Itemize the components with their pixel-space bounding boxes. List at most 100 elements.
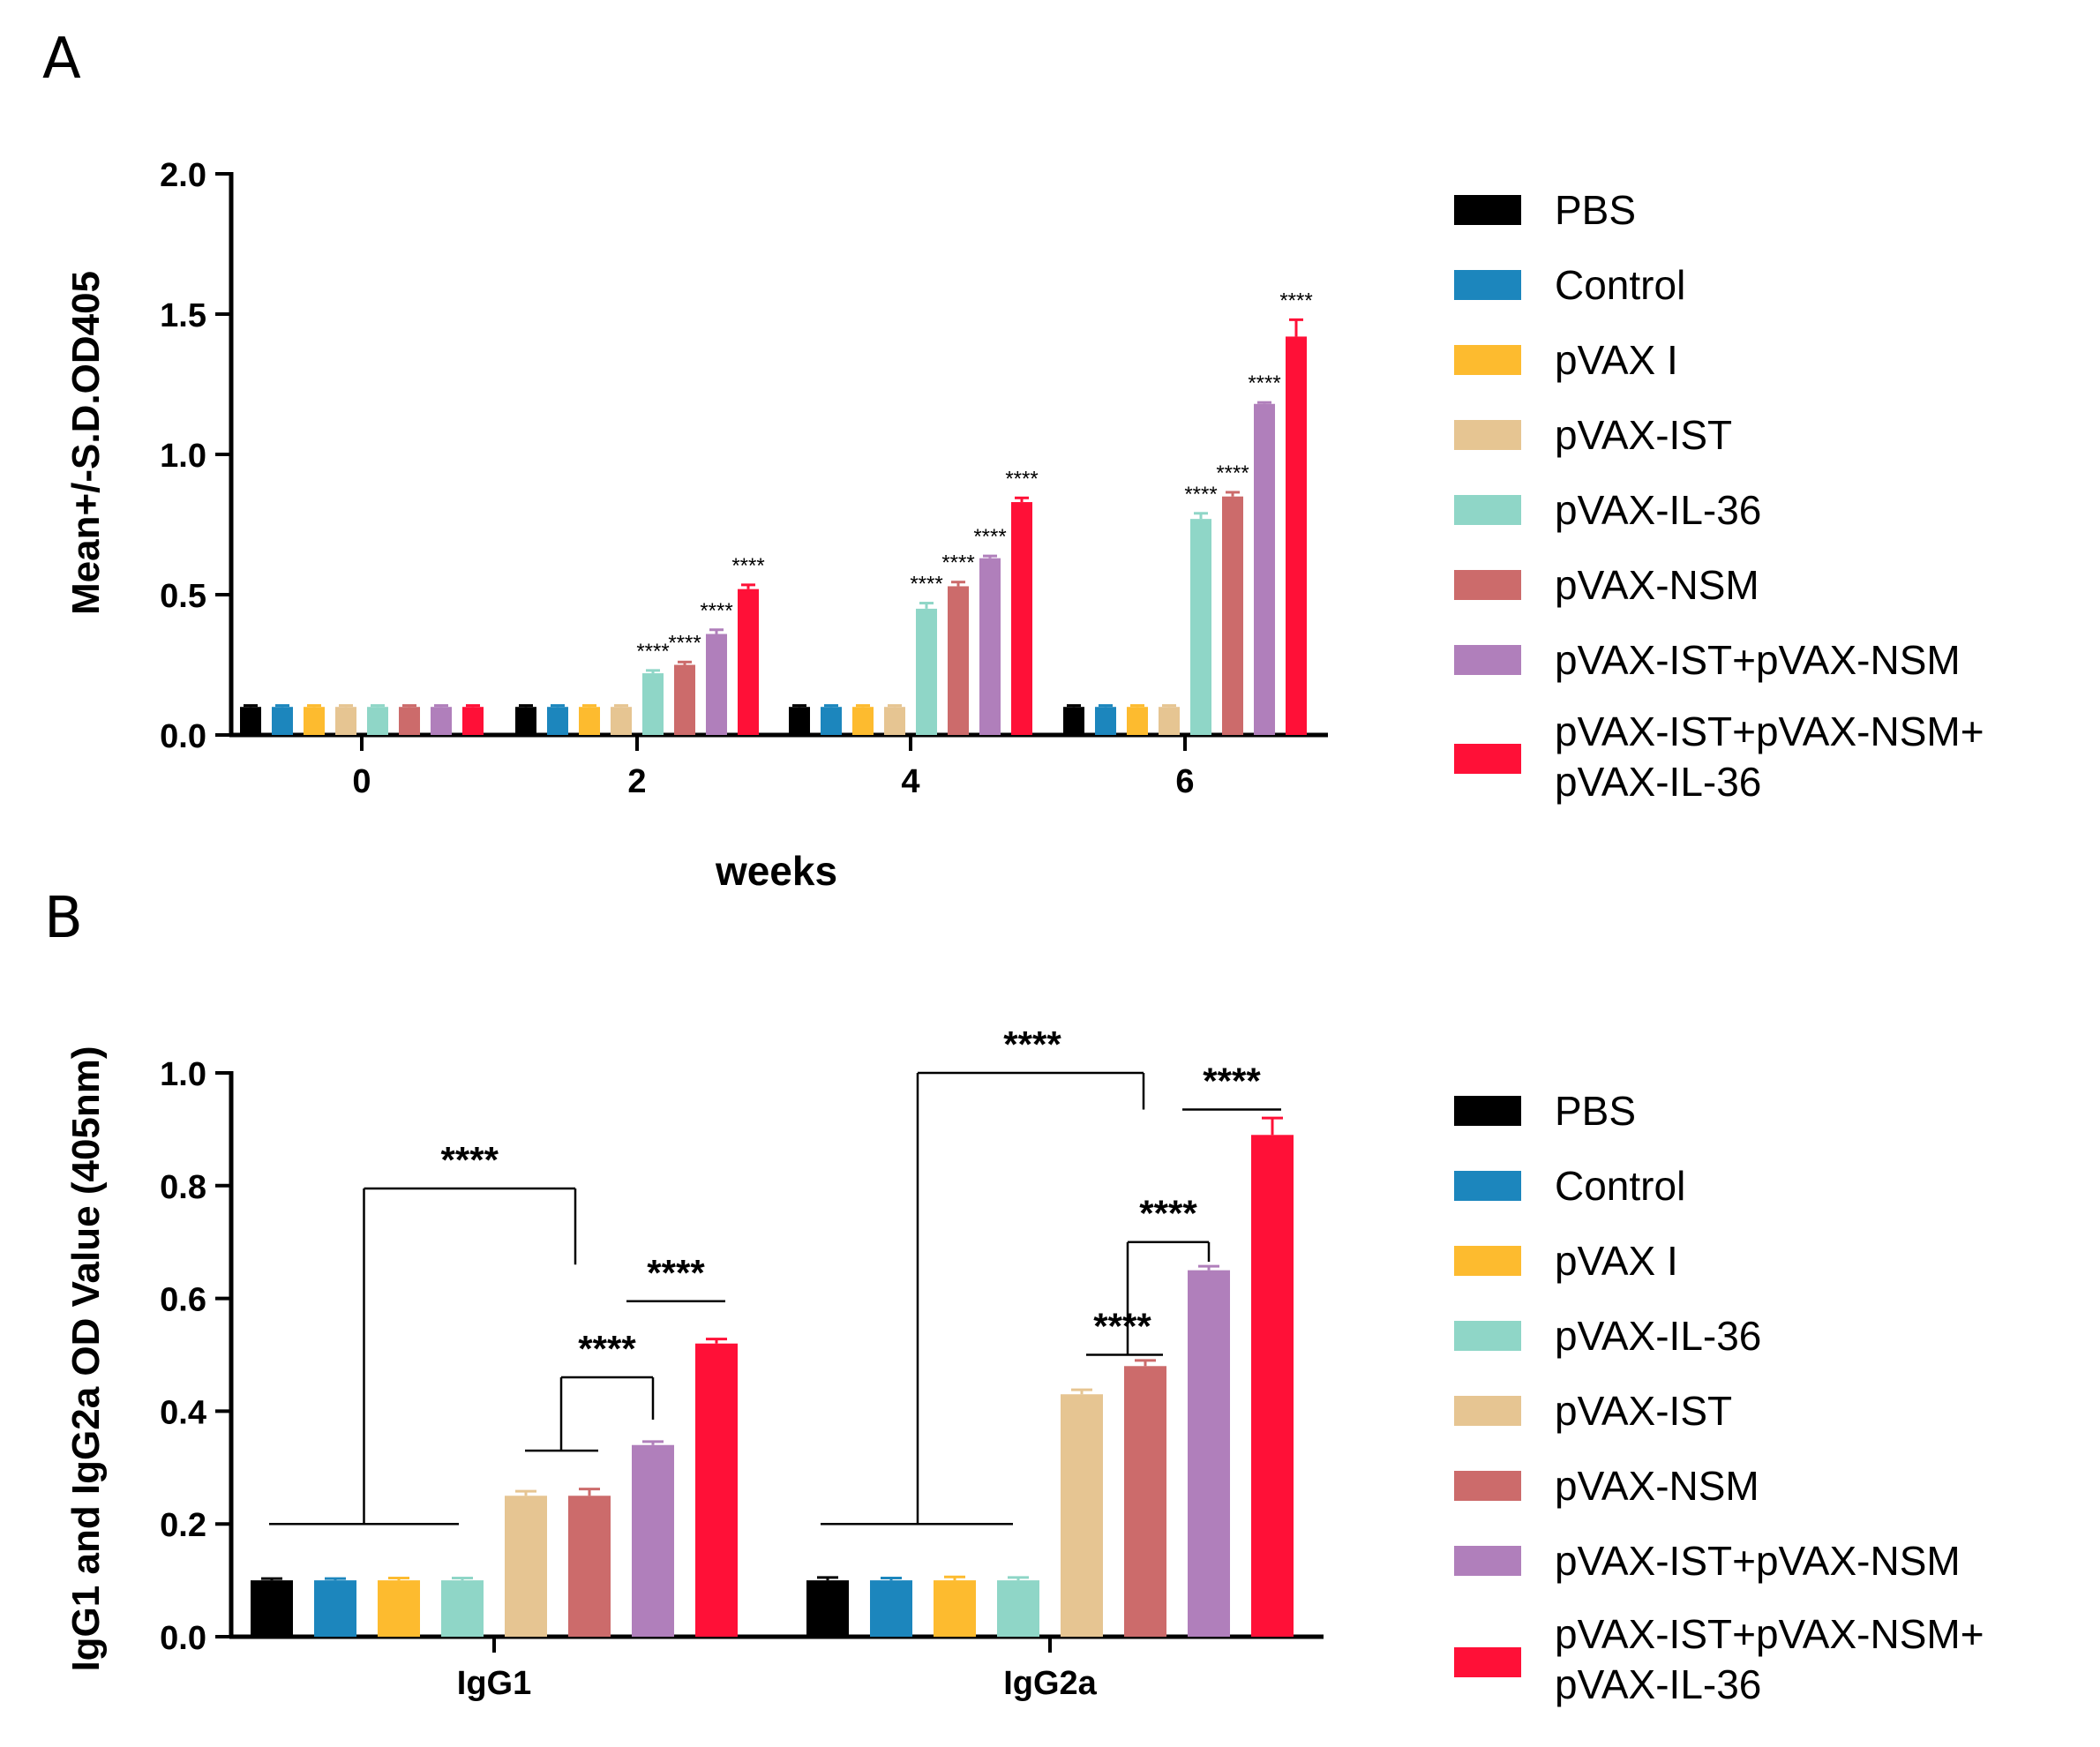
panel-a-x-tick-label: 4 xyxy=(901,763,919,800)
panel-b-y-tick-label: 0.2 xyxy=(160,1507,206,1544)
panel-a-bar xyxy=(1286,336,1307,735)
panel-a-significance-label: **** xyxy=(636,640,669,664)
panel-a: A Mean+/-S.D.OD405 weeks 0.0 0.5 1.0 1.5 2.0… xyxy=(42,26,1984,894)
panel-b-bar xyxy=(997,1580,1039,1637)
panel-a-bar xyxy=(1095,707,1116,735)
panel-b-legend-swatch xyxy=(1454,1546,1521,1576)
panel-b-bar xyxy=(314,1580,356,1637)
panel-a-legend-swatch xyxy=(1454,570,1521,600)
panel-b-bar xyxy=(441,1580,484,1637)
panel-b-significance-label: **** xyxy=(647,1252,705,1293)
panel-a-x-tick-label: 0 xyxy=(352,763,371,800)
panel-b-bar xyxy=(1251,1135,1294,1637)
panel-a-bar xyxy=(272,707,293,735)
panel-a-significance-label: **** xyxy=(1216,461,1249,485)
panel-a-legend-swatch xyxy=(1454,270,1521,300)
panel-b-letter: B xyxy=(44,886,83,951)
panel-a-bar xyxy=(1190,519,1211,735)
panel-a-significance-label: **** xyxy=(1279,289,1312,312)
panel-a-bar xyxy=(821,707,842,735)
panel-b-significance-label: **** xyxy=(1139,1193,1197,1234)
panel-b-legend-label: pVAX-IL-36 xyxy=(1555,1313,1761,1359)
panel-b-legend-label: pVAX I xyxy=(1555,1238,1678,1284)
panel-b-bar xyxy=(806,1580,849,1637)
panel-a-bar xyxy=(611,707,632,735)
panel-b-bar xyxy=(251,1580,293,1637)
panel-a-bar xyxy=(738,589,759,735)
panel-a-bar xyxy=(1159,707,1180,735)
panel-a-bar xyxy=(515,707,536,735)
panel-b-significance-label: **** xyxy=(1203,1061,1261,1102)
panel-a-bar xyxy=(1063,707,1084,735)
panel-b-legend-label: Control xyxy=(1555,1163,1685,1209)
panel-a-y-tick-label: 2.0 xyxy=(160,157,206,194)
panel-a-legend-label: pVAX-NSM xyxy=(1555,562,1759,608)
panel-a-significance-label: **** xyxy=(1184,483,1217,506)
panel-a-bar xyxy=(335,707,356,735)
panel-a-bar xyxy=(1222,496,1243,735)
panel-a-bar xyxy=(884,707,905,735)
panel-b-legend-label: pVAX-NSM xyxy=(1555,1463,1759,1509)
panel-b-legend-swatch xyxy=(1454,1096,1521,1126)
panel-b-y-tick-label: 0.6 xyxy=(160,1282,206,1319)
panel-a-y-tick-label: 1.5 xyxy=(160,297,206,334)
panel-a-significance-label: **** xyxy=(1248,371,1280,395)
panel-a-legend-swatch xyxy=(1454,495,1521,525)
panel-a-significance-label: **** xyxy=(973,525,1006,549)
panel-a-bar xyxy=(399,707,420,735)
panel-a-bar xyxy=(642,673,664,735)
panel-b-bar xyxy=(568,1496,611,1637)
panel-a-x-tick-label: 2 xyxy=(627,763,646,800)
panel-a-bar xyxy=(916,608,937,735)
panel-b-legend-label: pVAX-IL-36 xyxy=(1555,1661,1761,1707)
panel-a-legend-label: pVAX I xyxy=(1555,337,1678,383)
panel-b-y-tick-label: 0.8 xyxy=(160,1169,206,1206)
panel-a-bar xyxy=(579,707,600,735)
panel-a-legend-swatch xyxy=(1454,420,1521,450)
panel-a-y-tick-label: 0.0 xyxy=(160,718,206,755)
panel-a-y-tick-label: 1.0 xyxy=(160,438,206,475)
panel-a-significance-label: **** xyxy=(941,551,974,575)
panel-b-bar xyxy=(632,1444,674,1637)
panel-b-y-axis-title: IgG1 and IgG2a OD Value (405nm) xyxy=(64,1046,108,1671)
panel-a-bar xyxy=(431,707,452,735)
panel-b: B IgG1 and IgG2a OD Value (405nm) 0.0 0.2… xyxy=(44,886,1984,1707)
panel-a-significance-label: **** xyxy=(668,631,701,655)
panel-a-bar xyxy=(852,707,874,735)
panel-a-legend-swatch xyxy=(1454,195,1521,225)
panel-b-legend-swatch xyxy=(1454,1246,1521,1276)
panel-a-bar xyxy=(1254,403,1275,735)
panel-a-bar xyxy=(948,586,969,735)
panel-a-significance-label: **** xyxy=(700,599,732,623)
panel-b-significance-label: **** xyxy=(578,1328,636,1369)
panel-a-y-axis-title: Mean+/-S.D.OD405 xyxy=(64,271,108,615)
panel-a-y-tick-label: 0.5 xyxy=(160,578,206,615)
panel-b-legend-swatch xyxy=(1454,1321,1521,1351)
panel-a-bar xyxy=(979,558,1001,735)
panel-b-y-tick-label: 1.0 xyxy=(160,1056,206,1093)
panel-a-legend-label: pVAX-IST+pVAX-NSM+ xyxy=(1555,709,1984,754)
panel-a-legend-label: pVAX-IL-36 xyxy=(1555,759,1761,805)
panel-a-legend-label: Control xyxy=(1555,262,1685,308)
panel-b-significance-label: **** xyxy=(441,1139,499,1181)
panel-a-bar xyxy=(367,707,388,735)
panel-a-bar xyxy=(240,707,261,735)
panel-a-legend-label: pVAX-IST xyxy=(1555,412,1732,458)
panel-a-significance-label: **** xyxy=(731,554,764,578)
panel-b-legend-label: pVAX-IST+pVAX-NSM+ xyxy=(1555,1611,1984,1657)
panel-b-x-tick-label: IgG2a xyxy=(1003,1665,1097,1702)
panel-a-bar xyxy=(674,664,695,735)
panel-b-bar xyxy=(870,1580,912,1637)
panel-a-legend-label: pVAX-IL-36 xyxy=(1555,487,1761,533)
panel-b-significance-label: **** xyxy=(1093,1306,1151,1347)
panel-b-bar xyxy=(695,1343,738,1637)
panel-b-legend-swatch xyxy=(1454,1396,1521,1426)
panel-a-legend-swatch xyxy=(1454,645,1521,675)
panel-b-legend-label: pVAX-IST+pVAX-NSM xyxy=(1555,1538,1961,1584)
panel-b-y-tick-label: 0.4 xyxy=(160,1394,206,1431)
panel-b-bar xyxy=(1124,1366,1166,1637)
panel-b-bar xyxy=(1061,1394,1103,1637)
panel-a-bar xyxy=(1011,502,1032,735)
panel-a-significance-label: **** xyxy=(910,573,942,596)
